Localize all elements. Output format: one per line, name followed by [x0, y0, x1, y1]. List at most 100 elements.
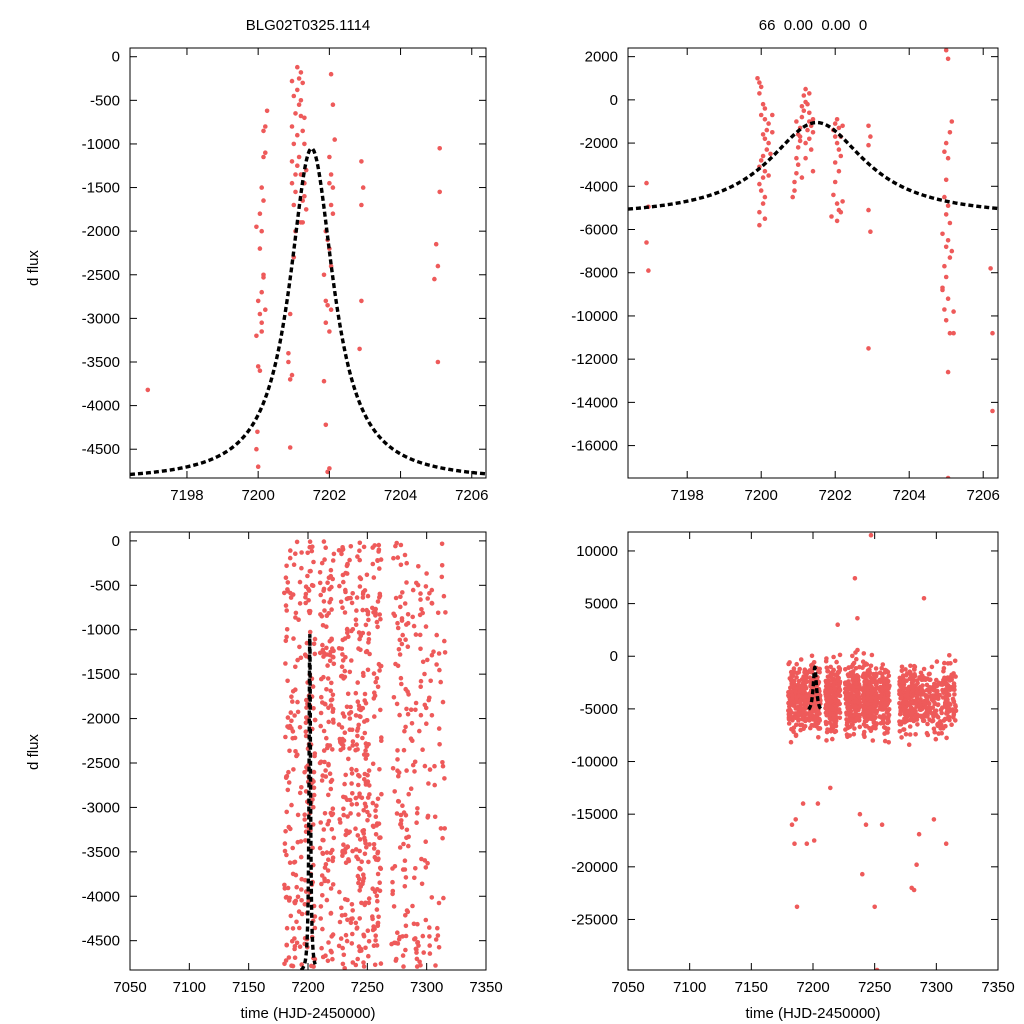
data-point [435, 263, 441, 269]
data-point [798, 657, 804, 662]
data-point [406, 843, 411, 849]
data-point [339, 725, 345, 730]
data-point [945, 238, 951, 243]
data-point [379, 735, 384, 740]
data-point [302, 817, 308, 822]
data-point [903, 693, 908, 698]
data-point [405, 612, 411, 617]
data-point [793, 697, 799, 702]
data-point [836, 689, 842, 695]
data-point [863, 679, 868, 685]
data-point [254, 224, 259, 230]
data-point [815, 801, 821, 806]
y-tick-label: -10000 [571, 754, 618, 771]
data-point [377, 566, 382, 571]
data-point [870, 676, 876, 682]
x-tick-label: 7206 [967, 487, 1000, 504]
data-point [373, 606, 379, 612]
data-point [321, 728, 327, 734]
data-point [912, 683, 917, 688]
data-point [873, 679, 879, 684]
data-point [372, 962, 378, 968]
data-point [288, 913, 294, 919]
data-point [347, 557, 352, 563]
data-point [359, 795, 365, 801]
data-point [347, 727, 353, 732]
data-point [795, 162, 801, 167]
data-point [287, 445, 293, 450]
plot-area [130, 64, 486, 477]
data-point [903, 667, 908, 672]
xlabel-bottom-left: time (HJD-2450000) [240, 1005, 375, 1022]
data-point [323, 298, 329, 304]
data-point [440, 699, 446, 705]
data-point [420, 610, 426, 616]
data-point [402, 552, 408, 558]
data-point [405, 711, 411, 717]
data-point [816, 735, 821, 740]
data-point [833, 704, 839, 709]
data-point [357, 848, 363, 854]
data-point [284, 852, 289, 858]
data-point [340, 745, 346, 751]
data-point [356, 722, 362, 728]
data-point [341, 579, 346, 585]
data-point [833, 728, 839, 734]
data-point [341, 952, 347, 958]
data-point [823, 683, 829, 689]
data-point [345, 917, 350, 923]
data-point [898, 722, 904, 727]
data-point [861, 671, 867, 676]
data-point [825, 668, 831, 674]
data-point [312, 956, 318, 962]
data-point [758, 112, 764, 118]
data-point [436, 945, 442, 950]
y-tick-label: -4000 [82, 888, 120, 905]
data-point [340, 849, 345, 855]
data-point [860, 659, 866, 664]
data-point [897, 688, 902, 693]
data-point [326, 857, 331, 862]
data-point [330, 747, 335, 752]
data-point [326, 705, 331, 711]
data-point [883, 700, 888, 706]
data-point [847, 724, 853, 730]
data-point [907, 669, 912, 674]
data-point [327, 466, 332, 471]
data-point [395, 663, 401, 669]
data-point [374, 893, 380, 899]
data-point [947, 220, 953, 226]
data-point [949, 248, 955, 254]
data-point [912, 663, 917, 669]
data-point [399, 818, 404, 823]
data-point [360, 185, 366, 190]
data-point [356, 782, 361, 788]
data-point [919, 677, 924, 683]
data-point [330, 956, 335, 962]
data-point [413, 632, 419, 637]
data-point [353, 962, 359, 968]
data-point [311, 964, 316, 969]
data-point [417, 632, 423, 638]
data-point [340, 853, 345, 858]
data-point [325, 821, 331, 827]
data-point [326, 763, 331, 768]
data-point [396, 936, 402, 942]
data-point [437, 146, 443, 151]
data-point [330, 102, 336, 107]
data-point [760, 101, 766, 107]
data-point [425, 860, 430, 866]
data-point [442, 638, 447, 644]
data-point [295, 812, 301, 818]
data-point [327, 652, 333, 658]
y-tick-label: -5000 [580, 701, 618, 718]
data-point [317, 845, 323, 851]
data-point [395, 798, 401, 804]
data-point [852, 726, 857, 731]
data-point [810, 662, 815, 667]
data-point [377, 668, 382, 673]
data-point [398, 542, 404, 548]
data-point [286, 898, 292, 903]
data-point [879, 665, 884, 671]
data-point [336, 646, 342, 651]
